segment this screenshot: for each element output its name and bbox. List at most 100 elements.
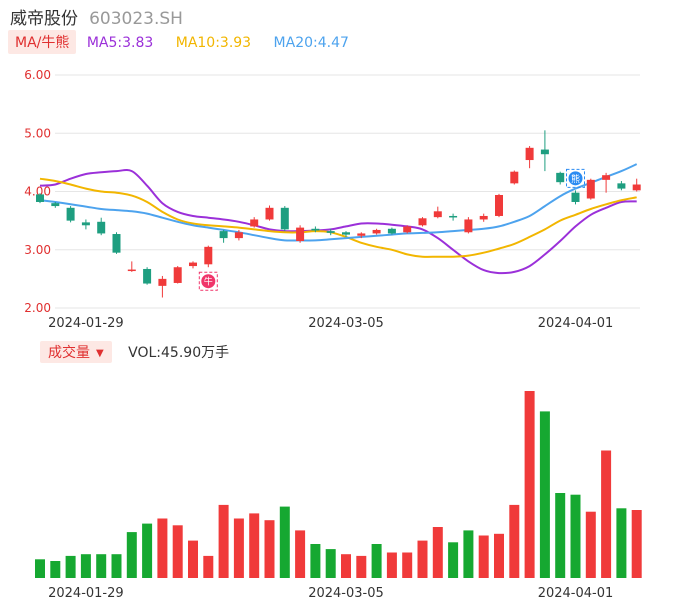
- candle: [449, 213, 458, 221]
- y-tick-label: 3.00: [24, 243, 51, 257]
- candle-body: [479, 215, 488, 220]
- volume-bar: [341, 554, 351, 578]
- candle-body: [387, 228, 396, 234]
- x-tick-label: 2024-01-29: [48, 316, 124, 331]
- candle-body: [495, 194, 503, 216]
- volume-bar: [371, 544, 382, 578]
- signal-dot: [568, 171, 583, 186]
- candle-body: [556, 172, 565, 183]
- volume-bar: [157, 518, 168, 578]
- candle-body: [51, 203, 60, 207]
- candle: [586, 178, 595, 200]
- candle-body: [403, 226, 412, 233]
- candle: [51, 201, 60, 208]
- candle-body: [372, 229, 381, 234]
- ma10-label: MA10:3.93: [175, 35, 252, 51]
- volume-legend: 成交量 ▼ VOL:45.90万手: [40, 341, 230, 363]
- volume-bar: [233, 518, 244, 578]
- volume-bar: [448, 542, 459, 578]
- candle-body: [219, 231, 228, 239]
- candle: [510, 170, 519, 185]
- candle-body: [66, 207, 75, 221]
- ma20-label: MA20:4.47: [273, 35, 349, 51]
- candle: [296, 225, 305, 243]
- candle-body: [173, 267, 182, 283]
- x-tick-label: 2024-04-01: [538, 586, 614, 601]
- candle: [97, 217, 106, 236]
- candle-body: [464, 219, 473, 233]
- candle-body: [433, 211, 442, 218]
- candle: [433, 206, 442, 219]
- candle-body: [81, 222, 90, 226]
- bull-signal-icon: 牛: [198, 271, 218, 291]
- volume-bar: [325, 549, 336, 578]
- volume-indicator-selector[interactable]: 成交量 ▼: [40, 341, 112, 363]
- volume-bar: [570, 494, 581, 578]
- candle-body: [311, 228, 320, 231]
- volume-bar: [279, 506, 290, 578]
- candle-body: [342, 232, 350, 235]
- ma5-line: [39, 168, 637, 275]
- volume-bar: [172, 525, 183, 578]
- volume-bar: [585, 511, 596, 578]
- x-tick-label: 2024-01-29: [48, 586, 124, 601]
- volume-bar: [203, 555, 214, 578]
- volume-bar: [188, 540, 198, 578]
- candle: [326, 228, 335, 236]
- stock-header: 威帝股份 603023.SH: [10, 4, 183, 29]
- volume-bar: [218, 504, 229, 578]
- stock-name: 威帝股份: [10, 9, 78, 29]
- bear-signal-icon: 熊: [566, 168, 585, 188]
- stock-code: 603023.SH: [89, 9, 183, 29]
- candle-body: [510, 171, 519, 184]
- volume-value: VOL:45.90万手: [128, 345, 230, 361]
- candle: [357, 232, 366, 239]
- volume-bar: [80, 554, 91, 578]
- volume-bar: [264, 520, 275, 578]
- candle: [265, 205, 274, 221]
- candle-body: [127, 269, 136, 272]
- ma20-line: [39, 163, 638, 242]
- volume-bar: [601, 450, 612, 578]
- volume-bar: [463, 530, 474, 578]
- candle: [495, 193, 503, 218]
- ma-type-selector[interactable]: MA/牛熊: [8, 30, 77, 54]
- candle: [632, 178, 641, 192]
- candle: [158, 275, 167, 298]
- candle-body: [571, 192, 580, 202]
- candle-body: [449, 215, 458, 218]
- candle: [81, 219, 90, 230]
- candle-body: [326, 231, 335, 233]
- candle-body: [632, 184, 641, 191]
- candle: [617, 181, 626, 191]
- candle-body: [158, 278, 167, 286]
- caret-down-icon: ▼: [96, 348, 104, 359]
- volume-bar: [432, 527, 443, 578]
- volume-bar: [478, 535, 489, 578]
- candle: [311, 226, 320, 233]
- candle-body: [97, 221, 106, 234]
- candle: [387, 227, 396, 235]
- candle: [112, 232, 121, 254]
- candle: [280, 206, 289, 232]
- candle-body: [540, 149, 549, 155]
- volume-bar: [555, 493, 566, 578]
- candle-body: [280, 207, 289, 230]
- volume-bar: [616, 508, 627, 578]
- candle: [464, 217, 473, 234]
- candle: [556, 171, 565, 185]
- volume-bar: [494, 533, 504, 578]
- candle: [66, 206, 75, 223]
- volume-bar: [386, 552, 397, 578]
- volume-bar: [126, 532, 137, 578]
- signal-frame: [566, 168, 585, 188]
- volume-bar: [524, 391, 535, 578]
- candle-body: [586, 179, 595, 199]
- x-tick-label: 2024-03-05: [308, 586, 384, 601]
- candle: [403, 225, 412, 234]
- candle-body: [250, 219, 259, 227]
- candle-body: [143, 268, 152, 284]
- candle-body: [525, 147, 534, 161]
- signal-label: 牛: [204, 276, 213, 288]
